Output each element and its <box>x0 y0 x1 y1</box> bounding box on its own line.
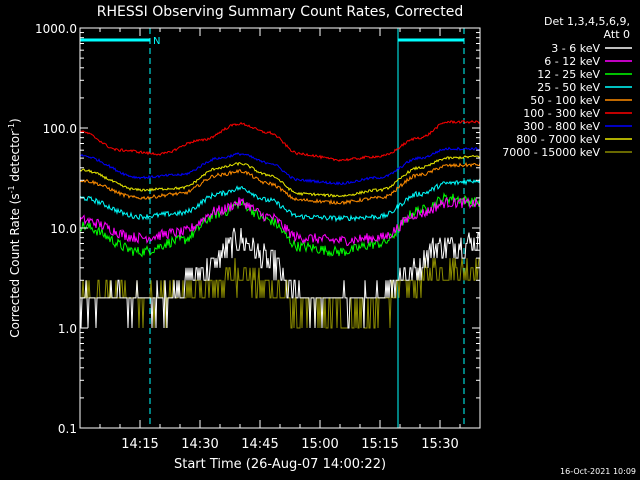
y-axis-label-end: ) <box>8 118 22 123</box>
legend-label-3: 25 - 50 keV <box>537 81 600 94</box>
series-line-2 <box>79 192 481 258</box>
y-tick-label-0: 1000.0 <box>35 22 77 36</box>
series-line-3 <box>79 178 481 223</box>
legend-label-6: 300 - 800 keV <box>523 120 600 133</box>
x-tick-label-0: 14:15 <box>121 437 158 452</box>
legend-label-2: 12 - 25 keV <box>537 68 600 81</box>
legend-label-5: 100 - 300 keV <box>523 107 600 120</box>
x-tick-label-2: 14:45 <box>241 437 278 452</box>
series-line-5 <box>79 119 481 162</box>
legend-label-0: 3 - 6 keV <box>551 42 600 55</box>
x-tick-label-3: 15:00 <box>301 437 338 452</box>
y-axis-label-main: Corrected Count Rate (s <box>8 193 22 337</box>
x-axis-label: Start Time (26-Aug-07 14:00:22) <box>174 457 386 472</box>
legend-header-line2: Att 0 <box>604 28 630 41</box>
night-indicator: N <box>80 36 464 47</box>
y-tick-label-4: 0.1 <box>58 422 77 436</box>
x-tick-label-1: 14:30 <box>181 437 218 452</box>
legend-label-8: 7000 - 15000 keV <box>502 146 600 159</box>
y-axis: 1000.0 100.0 10.0 1.0 0.1 <box>35 22 480 436</box>
series-line-1 <box>79 196 481 247</box>
night-label: N <box>153 36 160 47</box>
y-axis-label-sup2: -1 <box>7 123 16 131</box>
legend-header-line1: Det 1,3,4,5,6,9, <box>544 15 630 28</box>
series-line-6 <box>79 146 481 186</box>
series-line-7 <box>79 154 481 198</box>
x-tick-label-4: 15:15 <box>361 437 398 452</box>
y-axis-label: Corrected Count Rate (s-1 detector-1) <box>7 118 22 337</box>
footer-date: 16-Oct-2021 10:09 <box>560 467 636 476</box>
legend-label-4: 50 - 100 keV <box>530 94 600 107</box>
y-axis-label-mid: detector <box>8 131 22 186</box>
series-line-4 <box>79 162 481 206</box>
legend-label-1: 6 - 12 keV <box>544 55 600 68</box>
y-tick-label-1: 100.0 <box>43 122 77 136</box>
series-line-0 <box>79 227 481 329</box>
legend-label-7: 800 - 7000 keV <box>516 133 600 146</box>
y-tick-label-2: 10.0 <box>50 222 77 236</box>
x-tick-label-5: 15:30 <box>421 437 458 452</box>
x-axis: 14:15 14:30 14:45 15:00 15:15 15:30 <box>99 28 481 452</box>
series-lines <box>79 119 481 329</box>
y-axis-label-sup1: -1 <box>7 185 16 193</box>
chart-title: RHESSI Observing Summary Count Rates, Co… <box>97 4 463 20</box>
y-tick-label-3: 1.0 <box>58 322 77 336</box>
